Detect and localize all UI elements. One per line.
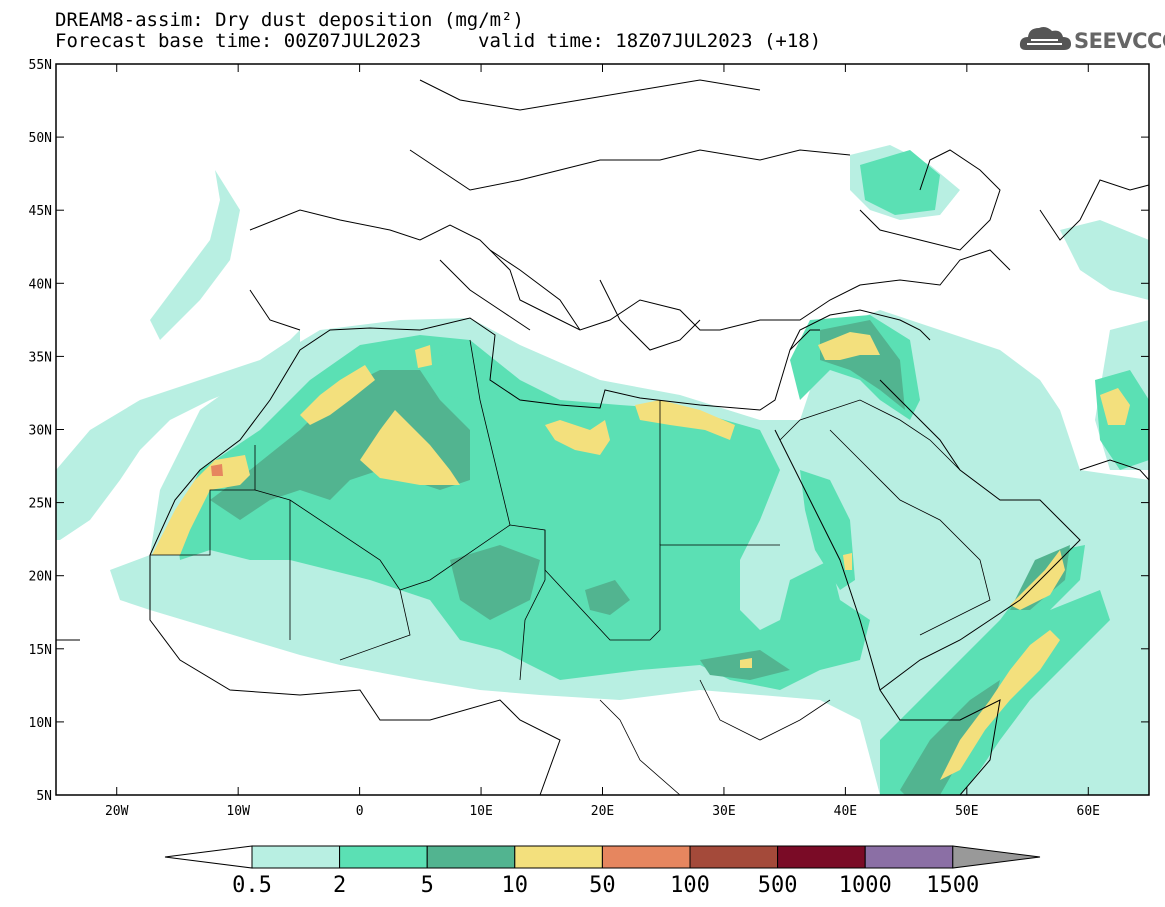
colorbar-label: 1000 <box>839 873 892 898</box>
colorbar-swatch <box>251 845 341 869</box>
colorbar: 0.5 2 5 10 50 100 500 1000 1500 <box>164 845 1041 898</box>
colorbar-swatch <box>864 845 954 869</box>
colorbar-swatch <box>426 845 516 869</box>
latitude-axis: 55N 50N 45N 40N 35N 30N 25N 20N 15N 10N 5N <box>29 58 1149 804</box>
colorbar-under-triangle <box>164 845 253 869</box>
dust-fields <box>56 145 1149 795</box>
deposition-level-5 <box>211 464 223 476</box>
lat-tick-label: 15N <box>29 643 52 658</box>
lon-tick-label: 0 <box>356 804 364 819</box>
colorbar-swatch <box>514 845 603 869</box>
coastlines <box>56 79 1149 795</box>
valid-time: valid time: 18Z07JUL2023 (+18) <box>478 30 822 52</box>
lat-tick-label: 45N <box>29 204 52 219</box>
cloud-icon <box>1019 27 1071 50</box>
colorbar-swatch <box>601 845 691 869</box>
lat-tick-label: 5N <box>36 789 52 804</box>
seevccc-logo: SEEVCCC <box>1018 22 1165 62</box>
colorbar-label: 10 <box>502 873 529 898</box>
lat-tick-label: 50N <box>29 131 52 146</box>
colorbar-swatch <box>689 845 779 869</box>
lon-tick-label: 10E <box>469 804 492 819</box>
lat-tick-label: 20N <box>29 570 52 585</box>
colorbar-label: 1500 <box>926 873 979 898</box>
country-borders <box>150 339 991 795</box>
lat-tick-label: 10N <box>29 716 52 731</box>
colorbar-over-triangle <box>952 845 1041 869</box>
lon-tick-label: 20W <box>105 804 129 819</box>
colorbar-swatch <box>777 845 866 869</box>
map-title: DREAM8-assim: Dry dust deposition (mg/m²… <box>55 9 524 31</box>
colorbar-label: 50 <box>589 873 616 898</box>
lon-tick-label: 20E <box>591 804 614 819</box>
colorbar-label: 2 <box>333 873 346 898</box>
deposition-level-4 <box>152 332 1130 780</box>
lon-tick-label: 10W <box>226 804 250 819</box>
lon-tick-label: 30E <box>712 804 735 819</box>
forecast-base-time: Forecast base time: 00Z07JUL2023 <box>55 30 422 52</box>
lat-tick-label: 40N <box>29 277 52 292</box>
lat-tick-label: 30N <box>29 424 52 439</box>
logo-text: SEEVCCC <box>1074 29 1165 53</box>
lon-tick-label: 40E <box>834 804 857 819</box>
colorbar-swatch <box>339 845 428 869</box>
colorbar-label: 500 <box>758 873 798 898</box>
lon-tick-label: 50E <box>955 804 978 819</box>
longitude-axis: 20W 10W 0 10E 20E 30E 40E 50E 60E <box>105 64 1100 819</box>
lon-tick-label: 60E <box>1077 804 1100 819</box>
lat-tick-label: 35N <box>29 350 52 365</box>
lat-tick-label: 25N <box>29 497 52 512</box>
colorbar-label: 5 <box>421 873 434 898</box>
lat-tick-label: 55N <box>29 58 52 73</box>
colorbar-label: 0.5 <box>232 873 272 898</box>
colorbar-label: 100 <box>670 873 710 898</box>
